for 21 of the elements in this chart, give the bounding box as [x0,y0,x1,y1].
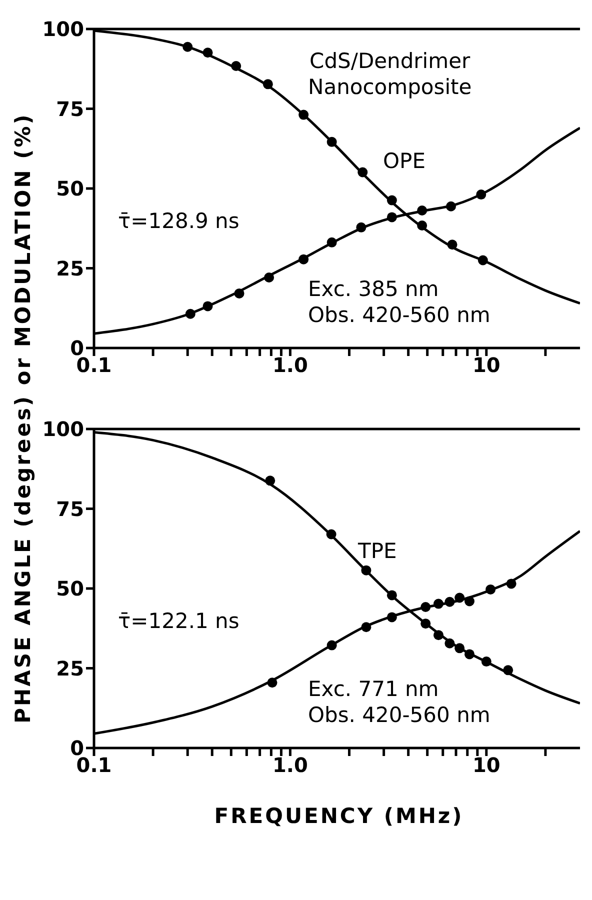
y-tick-label: 25 [56,256,84,280]
x-axis-title: FREQUENCY (MHz) [213,804,465,828]
y-tick-label: 25 [56,656,84,680]
y-axis-title: PHASE ANGLE (degrees) or MODULATION (%) [11,112,35,724]
annotation: Exc. 385 nm Obs. 420-560 nm [308,276,490,328]
y-tick-label: 100 [42,17,84,42]
y-tick-label: 75 [56,96,84,121]
annotation: Exc. 771 nm Obs. 420-560 nm [308,676,490,728]
annotation: τ̄=122.1 ns [118,608,240,634]
y-tick-label: 50 [56,576,84,601]
x-tick-label: 10 [472,353,500,378]
annotation: CdS/Dendrimer Nanocomposite [308,48,472,100]
x-tick-label: 1.0 [272,353,308,378]
y-tick-label: 75 [56,496,84,521]
annotation: τ̄=128.9 ns [118,208,240,234]
x-tick-label: 1.0 [272,753,308,778]
x-tick-label: 10 [472,753,500,778]
annotation: OPE [383,148,426,174]
annotation: TPE [358,538,397,564]
y-tick-label: 100 [42,417,84,442]
y-tick-label: 50 [56,176,84,201]
